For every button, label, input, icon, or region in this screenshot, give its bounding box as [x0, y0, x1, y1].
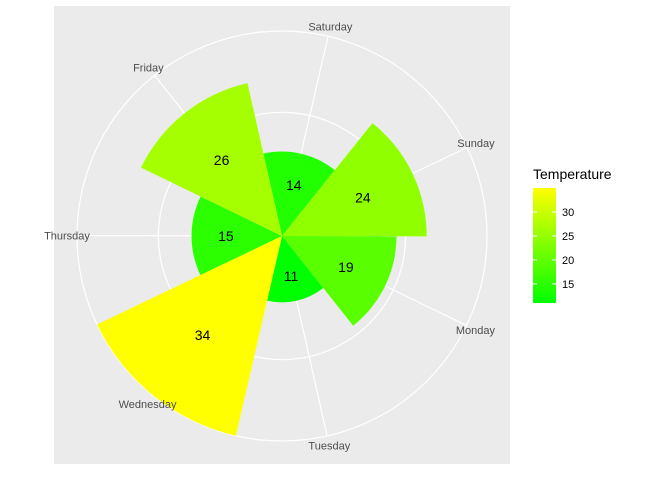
- value-label-tuesday: 11: [284, 268, 299, 284]
- category-label-monday: Monday: [456, 325, 496, 337]
- legend: Temperature 15 20 25 30: [533, 166, 612, 303]
- category-label-friday: Friday: [133, 63, 164, 75]
- bar-thursday: [191, 196, 282, 276]
- bar-saturday: [263, 151, 335, 236]
- bar-tuesday: [267, 236, 324, 303]
- bar-sunday: [282, 123, 427, 237]
- category-label-thursday: Thursday: [44, 230, 90, 242]
- value-label-layer: 14 24 19 11 34 15 26: [195, 152, 371, 343]
- bar-layer: [97, 83, 427, 436]
- value-label-wednesday: 34: [195, 327, 211, 343]
- value-label-saturday: 14: [286, 177, 302, 193]
- bar-friday: [140, 83, 282, 236]
- category-label-layer: Saturday Sunday Monday Tuesday Wednesday Thur…: [44, 22, 495, 453]
- legend-tick-label: 20: [562, 255, 574, 267]
- bar-wednesday: [97, 236, 282, 436]
- value-label-friday: 26: [214, 152, 230, 168]
- category-label-wednesday: Wednesday: [119, 399, 177, 411]
- bar-monday: [282, 236, 397, 326]
- legend-ticks: 15 20 25 30: [533, 207, 574, 291]
- value-label-thursday: 15: [218, 228, 234, 244]
- legend-title: Temperature: [533, 166, 612, 182]
- legend-colorbar: [533, 188, 556, 303]
- legend-tick-label: 25: [562, 231, 574, 243]
- legend-tick-label: 15: [562, 279, 574, 291]
- value-label-sunday: 24: [355, 189, 371, 205]
- legend-tick-label: 30: [562, 207, 574, 219]
- category-label-saturday: Saturday: [308, 22, 353, 34]
- value-label-monday: 19: [338, 259, 354, 275]
- category-label-sunday: Sunday: [457, 138, 495, 150]
- category-label-tuesday: Tuesday: [308, 441, 350, 453]
